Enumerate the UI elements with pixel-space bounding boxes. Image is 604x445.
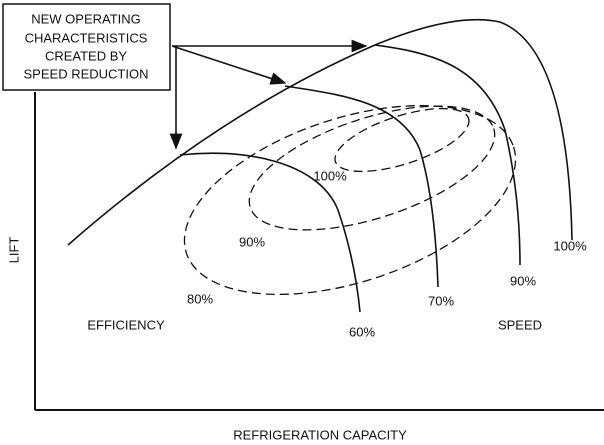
y-axis-label: LIFT <box>6 237 21 264</box>
surge-and-speed-curve <box>67 18 573 246</box>
x-axis-label: REFRIGERATION CAPACITY <box>233 427 407 442</box>
speed-label: 70% <box>428 293 454 308</box>
annotation-line: CHARACTERISTICS <box>25 30 148 45</box>
arrow <box>171 45 287 85</box>
annotation-box <box>2 3 171 91</box>
speed-curve <box>179 152 361 313</box>
speed-curve <box>284 85 439 288</box>
speed-label: 100% <box>553 238 587 253</box>
annotation-line: CREATED BY <box>45 48 127 63</box>
speed-curve <box>374 44 521 266</box>
speed-label: 60% <box>349 324 375 339</box>
efficiency-contour <box>183 104 517 296</box>
region-label: EFFICIENCY <box>87 317 165 332</box>
region-label: SPEED <box>498 317 542 332</box>
efficiency-contour <box>248 105 496 231</box>
efficiency-label: 100% <box>313 168 347 183</box>
efficiency-label: 80% <box>187 291 213 306</box>
speed-label: 90% <box>510 273 536 288</box>
annotation-line: SPEED REDUCTION <box>24 66 149 81</box>
efficiency-label: 90% <box>239 234 265 249</box>
efficiency-contour <box>334 107 470 173</box>
annotation-line: NEW OPERATING <box>31 11 141 26</box>
